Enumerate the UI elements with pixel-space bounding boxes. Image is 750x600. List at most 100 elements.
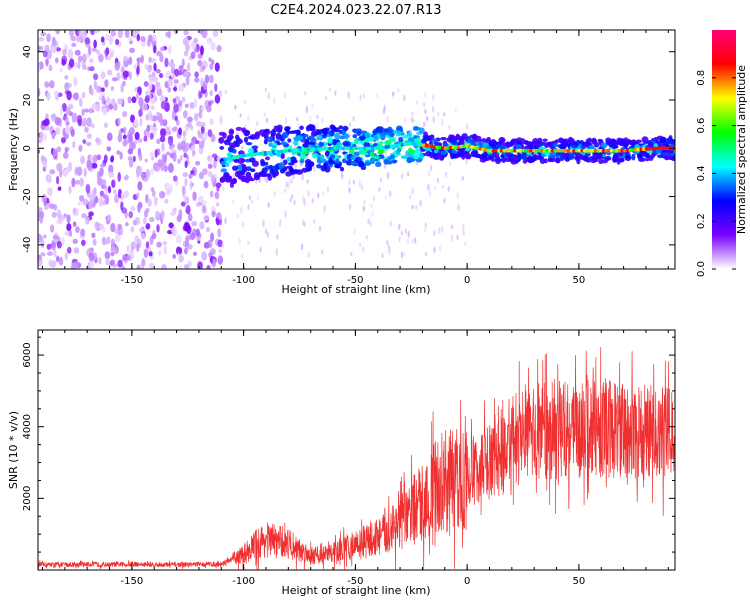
spectrogram-noise-cell xyxy=(149,217,155,223)
spectrogram-band-cell xyxy=(332,139,338,146)
spectrogram-noise-cell xyxy=(58,256,64,266)
spectrogram-band-cell xyxy=(235,138,243,145)
spectrogram-noise-cell xyxy=(198,195,204,203)
spectrogram-noise-cell xyxy=(159,117,164,127)
spectrogram-band-cell xyxy=(414,126,421,131)
spectrogram-noise-cell xyxy=(184,222,191,232)
colorbar-tick-label: 0.4 xyxy=(696,165,707,181)
spectrogram-band-cell xyxy=(506,144,513,148)
spectrogram-noise-cell xyxy=(213,158,217,169)
spectrogram-noise-cell xyxy=(347,91,350,99)
spectrogram-noise-cell xyxy=(150,97,156,105)
spectrogram-band-cell xyxy=(590,157,597,164)
spectrogram-noise-cell xyxy=(99,163,106,168)
spectrogram-noise-cell xyxy=(96,49,100,55)
spectrogram-noise-cell xyxy=(183,247,188,255)
spectrogram-noise-cell xyxy=(201,204,207,214)
spectrogram-noise-cell xyxy=(183,30,189,36)
spectrogram-noise-cell xyxy=(437,111,440,117)
spectrogram-noise-cell xyxy=(265,117,269,123)
spectrogram-noise-cell xyxy=(168,44,172,55)
spectrogram-noise-cell xyxy=(360,183,364,191)
spectrogram-noise-cell xyxy=(183,50,189,57)
spectrogram-noise-cell xyxy=(178,265,183,269)
spectrogram-noise-cell xyxy=(98,196,104,207)
spectrogram-noise-cell xyxy=(303,91,307,96)
spectrogram-noise-cell xyxy=(350,251,353,257)
spectrogram-noise-cell xyxy=(423,102,426,107)
spectrogram-noise-cell xyxy=(168,144,174,150)
spectrogram-noise-cell xyxy=(419,199,422,207)
spectrogram-noise-cell xyxy=(136,33,141,42)
spectrogram-noise-cell xyxy=(117,98,124,105)
spectrogram-noise-cell xyxy=(55,57,59,64)
spectrogram-noise-cell xyxy=(108,171,115,179)
spectrogram-band-cell xyxy=(395,125,403,132)
spectrogram-noise-cell xyxy=(141,258,146,268)
spectrogram-noise-cell xyxy=(137,138,143,143)
spectrogram-noise-cell xyxy=(164,198,169,204)
spectrogram-noise-cell xyxy=(215,182,222,188)
spectrogram-band-cell xyxy=(591,154,599,159)
spectrogram-noise-cell xyxy=(106,69,113,76)
spectrogram-band-cell xyxy=(309,124,316,130)
spectrogram-noise-cell xyxy=(352,179,356,185)
spectrogram-noise-cell xyxy=(144,95,150,104)
spectrogram-band-cell xyxy=(400,155,408,160)
spectrogram-noise-cell xyxy=(411,187,414,196)
spectrogram-noise-cell xyxy=(149,132,154,140)
spectrogram-noise-cell xyxy=(207,129,213,138)
colorbar-tick-label: 0.2 xyxy=(696,213,707,229)
spectrogram-noise-cell xyxy=(241,145,244,150)
spectrogram-noise-cell xyxy=(221,186,225,191)
spectrogram-noise-cell xyxy=(120,83,124,93)
spectrogram-noise-cell xyxy=(64,146,70,152)
spectrogram-noise-cell xyxy=(178,127,183,136)
spectrogram-noise-cell xyxy=(214,94,221,104)
spectrogram-noise-cell xyxy=(172,175,178,182)
spectrogram-band-cell xyxy=(412,153,420,160)
spectrogram-noise-cell xyxy=(66,246,72,254)
snr-panel: -150 -100 -50 0 50 2000 4000 6000 Height of str… xyxy=(7,329,676,597)
spectrogram-band-cell xyxy=(342,141,349,146)
spectrogram-band-cell xyxy=(226,152,232,158)
spectrogram-noise-cell xyxy=(117,223,123,230)
spectrogram-band-cell xyxy=(432,154,440,160)
spectrogram-noise-cell xyxy=(200,46,204,56)
spectrogram-band-cell xyxy=(624,154,632,161)
spectrogram-noise-cell xyxy=(206,105,212,113)
spectrogram-band-cell xyxy=(367,136,375,142)
spectrogram-noise-cell xyxy=(323,205,326,213)
spectrogram-noise-cell xyxy=(138,96,144,107)
spectrogram-noise-cell xyxy=(91,162,98,169)
spectrogram-noise-cell xyxy=(189,180,193,190)
spectrogram-noise-cell xyxy=(124,174,129,180)
spectrogram-noise-cell xyxy=(256,195,259,201)
spectrogram-noise-cell xyxy=(101,87,105,92)
spectrogram-noise-cell xyxy=(110,238,116,248)
spectrogram-noise-cell xyxy=(178,83,185,93)
spectrogram-y-tick-label: -20 xyxy=(22,188,33,204)
colorbar-tick-label: 0.8 xyxy=(696,70,707,86)
spectrogram-noise-cell xyxy=(79,177,85,187)
spectrogram-noise-cell xyxy=(400,251,404,259)
spectrogram-noise-cell xyxy=(151,233,157,239)
spectrogram-band-cell xyxy=(219,146,225,150)
spectrogram-noise-cell xyxy=(145,207,150,214)
spectrogram-band-cell xyxy=(338,125,344,130)
spectrogram-noise-cell xyxy=(105,34,110,41)
spectrogram-noise-cell xyxy=(300,243,304,251)
spectrogram-band-cell xyxy=(218,137,225,144)
spectrogram-noise-cell xyxy=(178,254,184,263)
spectrogram-noise-cell xyxy=(123,126,127,135)
spectrogram-band-cell xyxy=(364,161,372,166)
snr-y-tick-label: 6000 xyxy=(22,342,33,367)
spectrogram-noise-cell xyxy=(64,252,69,261)
spectrogram-band-cell xyxy=(335,158,340,164)
spectrogram-noise-cell xyxy=(50,241,56,251)
spectrogram-noise-cell xyxy=(241,221,245,228)
spectrogram-band-cell xyxy=(527,156,535,164)
spectrogram-noise-cell xyxy=(316,122,319,129)
spectrogram-noise-cell xyxy=(86,133,92,139)
spectrogram-noise-cell xyxy=(429,165,433,172)
